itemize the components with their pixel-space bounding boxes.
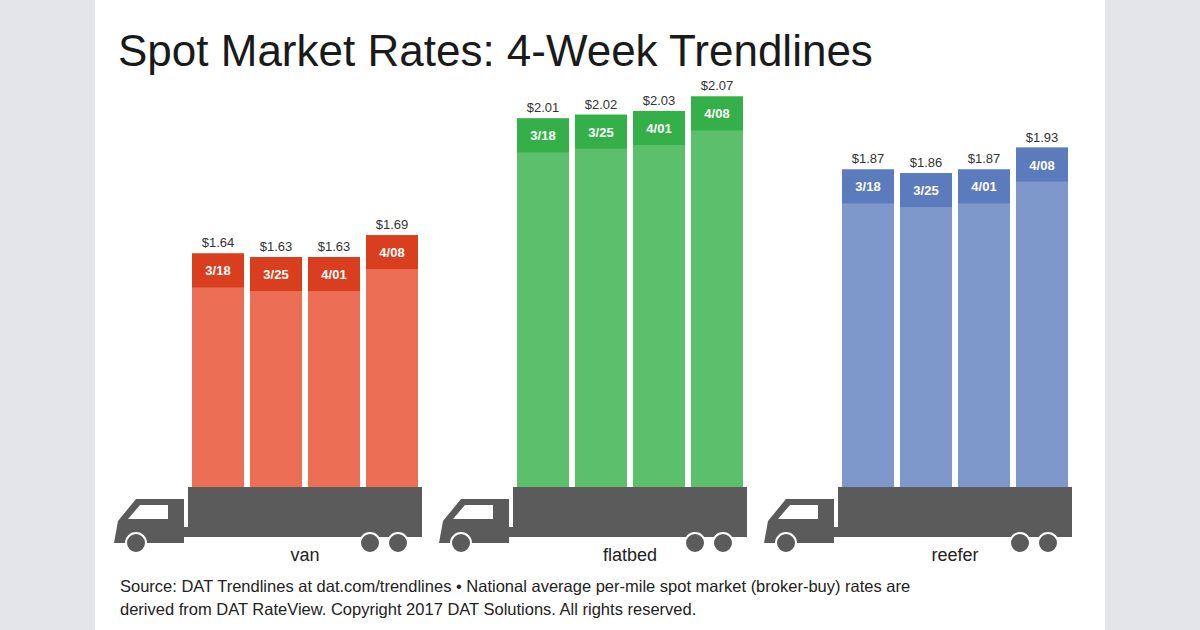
wheel [388,533,408,553]
cab [114,499,184,543]
chassis [834,527,1072,537]
bar-cap [958,169,1010,203]
data-label: $1.87 [968,151,1001,166]
cab [439,499,509,543]
bar-cap [192,253,244,287]
trailer [838,487,1072,527]
category-label: 4/01 [971,179,996,194]
bar-cap [366,235,418,269]
category-label: 4/08 [379,245,404,260]
bar-cap [1016,148,1068,182]
trailer [513,487,747,527]
bar [250,257,302,487]
wheel [685,533,705,553]
bar [691,96,743,487]
data-label: $1.64 [202,235,235,250]
chart: Spot Market Rates: 4-Week Trendlines3/18… [0,0,1200,630]
labels: 3/18 $1.64 3/25 $1.63 4/01 $1.63 4/08 $1.69 [202,217,409,282]
series-label: van [290,545,319,565]
cab-window [778,505,818,519]
category-label: 3/25 [913,183,938,198]
bar [900,173,952,487]
category-label: 4/08 [704,106,729,121]
wheel [713,533,733,553]
wheel [1038,533,1058,553]
data-label: $1.87 [852,151,885,166]
bar-cap [900,173,952,207]
wheel [1010,533,1030,553]
labels: 3/18 $1.87 3/25 $1.86 4/01 $1.87 4/08 $1.93 [852,130,1059,199]
bar-cap [575,115,627,149]
wheel [360,533,380,553]
bars [192,235,418,487]
data-label: $1.63 [318,239,351,254]
category-label: 3/18 [530,128,555,143]
bar-cap [250,257,302,291]
labels: 3/18 $2.01 3/25 $2.02 4/01 $2.03 4/08 $2.07 [527,78,734,143]
title: Spot Market Rates: 4-Week Trendlines [118,26,873,75]
bar [192,253,244,487]
data-label: $2.03 [643,93,676,108]
cab-window [453,505,493,519]
bars [842,148,1068,487]
data-label: $2.02 [585,97,618,112]
category-label: 3/18 [855,179,880,194]
bar [842,169,894,487]
category-label: 4/01 [646,121,671,136]
bar-cap [633,111,685,145]
category-label: 3/25 [588,125,613,140]
data-label: $1.86 [910,155,943,170]
bar [575,115,627,487]
category-label: 4/08 [1029,158,1054,173]
bar-cap [308,257,360,291]
bar-cap [517,118,569,152]
wheel [451,533,471,553]
wheel [126,533,146,553]
panel [95,0,1105,630]
bars [517,96,743,487]
bar [633,111,685,487]
data-label: $2.01 [527,100,560,115]
category-label: 3/18 [205,263,230,278]
data-label: $1.93 [1026,130,1059,145]
category-label: 3/25 [263,267,288,282]
bar [1016,148,1068,487]
series-label: reefer [931,545,978,565]
bar [958,169,1010,487]
bar-cap [691,96,743,130]
truck [764,487,1072,553]
data-label: $2.07 [701,78,734,93]
cab-window [128,505,168,519]
cab [764,499,834,543]
series-label: flatbed [603,545,657,565]
wheel [776,533,796,553]
bar [366,235,418,487]
chassis [184,527,422,537]
trailer [188,487,422,527]
source-note: Source: DAT Trendlines at dat.com/trendl… [120,577,910,595]
chassis [509,527,747,537]
truck [439,487,747,553]
truck [114,487,422,553]
category-label: 4/01 [321,267,346,282]
bar [308,257,360,487]
bar-cap [842,169,894,203]
bar [517,118,569,487]
data-label: $1.63 [260,239,293,254]
source-note: derived from DAT RateView. Copyright 201… [120,600,696,618]
data-label: $1.69 [376,217,409,232]
